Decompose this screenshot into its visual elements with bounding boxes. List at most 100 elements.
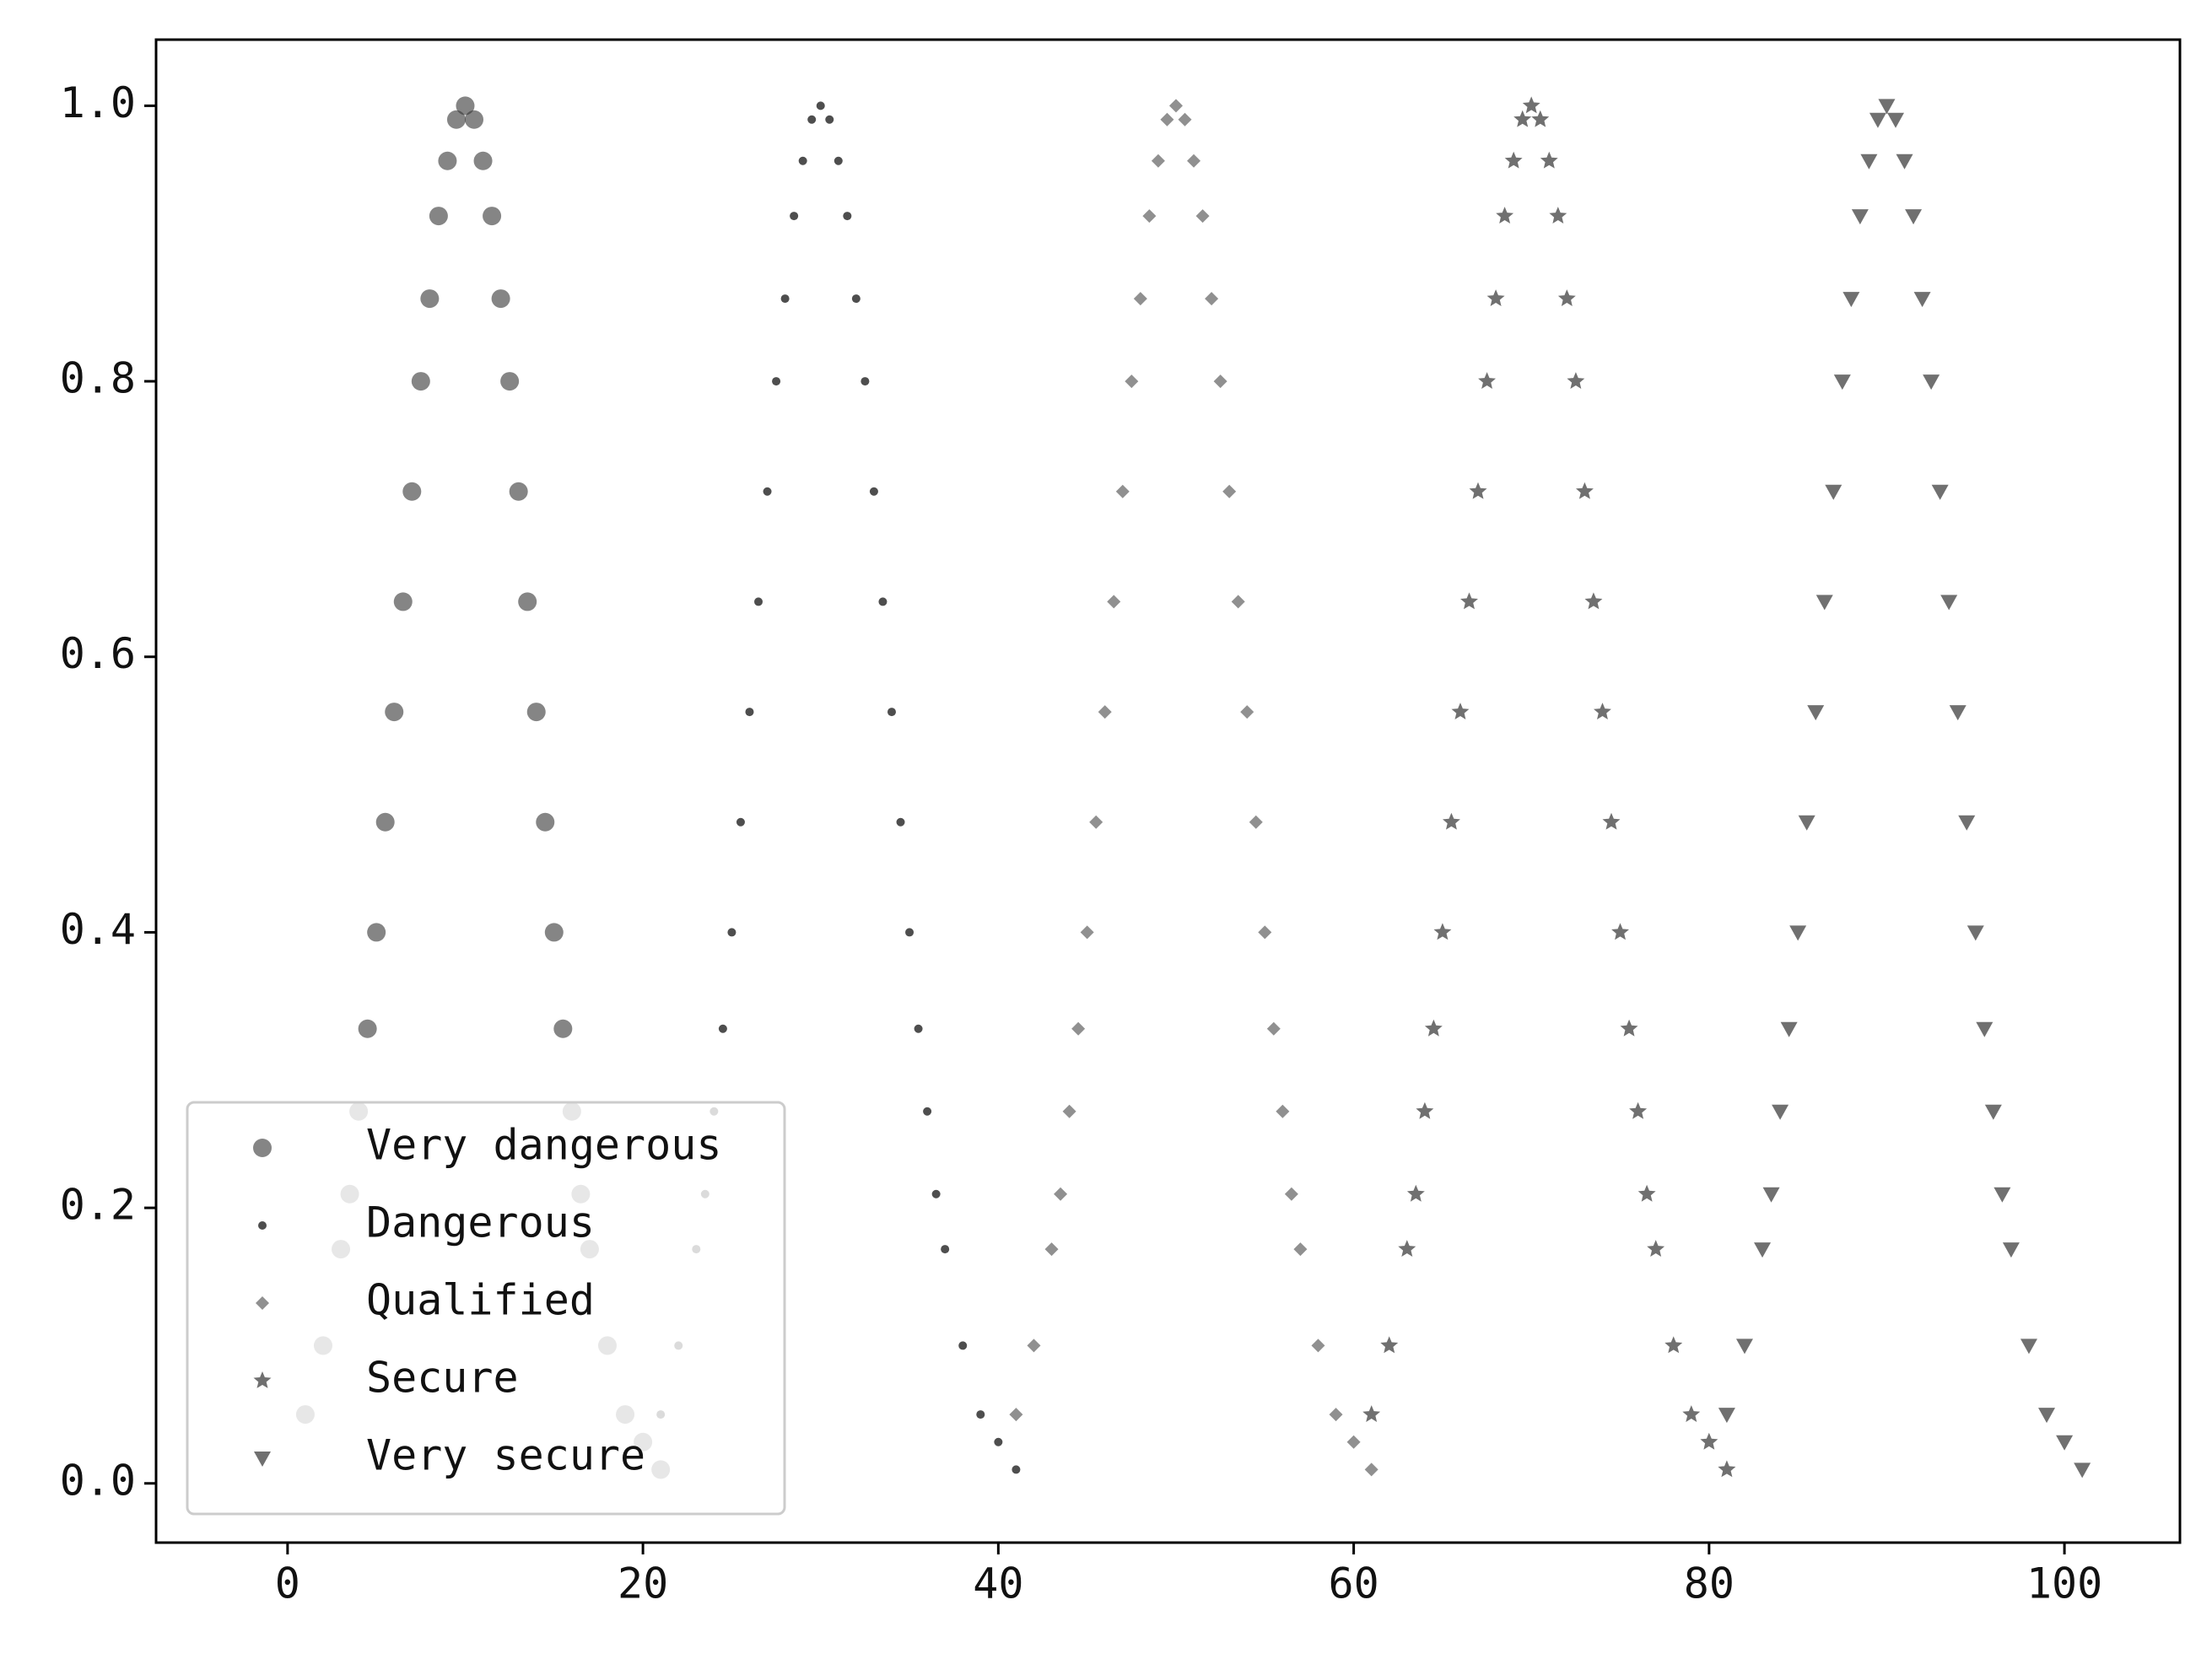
scatter-point	[375, 812, 395, 832]
scatter-point	[1949, 705, 1967, 721]
scatter-point	[807, 115, 817, 124]
scatter-point	[727, 928, 736, 937]
scatter-point	[1012, 1465, 1021, 1474]
scatter-point	[411, 372, 430, 391]
scatter-point	[1682, 1405, 1701, 1422]
scatter-point	[536, 812, 555, 832]
scatter-point	[1735, 1339, 1753, 1355]
scatter-point	[1276, 1104, 1290, 1118]
scatter-point	[1576, 482, 1594, 499]
scatter-point	[1195, 209, 1210, 224]
scatter-point	[718, 1024, 727, 1033]
scatter-point	[914, 1024, 923, 1033]
scatter-point	[1602, 812, 1621, 830]
scatter-point	[878, 597, 887, 606]
scatter-point	[1637, 1184, 1656, 1202]
scatter-point	[861, 377, 870, 386]
scatter-point	[1913, 292, 1931, 308]
scatter-point	[1364, 1462, 1378, 1477]
scatter-point	[1504, 151, 1523, 169]
scatter-point	[1664, 1336, 1683, 1354]
scatter-point	[1346, 1435, 1361, 1449]
scatter-point	[1240, 705, 1254, 719]
scatter-point	[1940, 595, 1958, 611]
scatter-point	[1772, 1104, 1789, 1120]
axes-frame	[154, 38, 2182, 1544]
scatter-point	[1478, 372, 1496, 389]
scatter-point	[1469, 482, 1487, 499]
scatter-point	[843, 212, 852, 221]
y-tick-label: 0.8	[60, 354, 136, 403]
scatter-point	[1168, 99, 1183, 113]
scatter-point	[438, 151, 457, 170]
scatter-point	[1187, 154, 1201, 168]
scatter-point	[1718, 1408, 1735, 1424]
scatter-point	[1567, 372, 1585, 389]
scatter-point	[1931, 484, 1949, 500]
scatter-point	[1594, 703, 1611, 719]
scatter-point	[1762, 1187, 1780, 1203]
scatter-point	[1089, 815, 1103, 829]
scatter-point	[1380, 1336, 1399, 1354]
y-tick-label: 0.2	[60, 1181, 136, 1230]
x-tick-label: 0	[275, 1559, 300, 1608]
scatter-point	[1213, 374, 1227, 389]
legend-marker	[254, 1452, 271, 1467]
scatter-point	[1133, 292, 1147, 306]
scatter-point	[1993, 1187, 2011, 1203]
scatter-point	[851, 294, 861, 304]
legend-label: Dangerous	[366, 1198, 595, 1247]
scatter-point	[825, 115, 834, 124]
scatter-point	[1329, 1408, 1343, 1422]
x-tick-label: 20	[618, 1559, 668, 1608]
scatter-point	[931, 1189, 941, 1198]
scatter-point	[491, 289, 510, 309]
scatter-point	[1266, 1021, 1281, 1036]
scatter-point	[1923, 374, 1940, 391]
scatter-point	[1789, 925, 1807, 941]
scatter-point	[1557, 289, 1576, 306]
scatter-point	[1178, 112, 1192, 127]
scatter-point	[1062, 1104, 1076, 1118]
scatter-point	[1398, 1240, 1416, 1257]
scatter-point	[473, 151, 493, 170]
scatter-point	[1205, 292, 1219, 306]
scatter-point	[1878, 99, 1896, 115]
scatter-point	[1531, 110, 1550, 127]
scatter-point	[1027, 1339, 1041, 1353]
scatter-point	[367, 923, 386, 942]
scatter-point	[1887, 112, 1905, 128]
scatter-point	[994, 1437, 1003, 1446]
legend-label: Very dangerous	[366, 1121, 721, 1170]
scatter-point	[509, 482, 528, 501]
scatter-point	[385, 703, 404, 722]
scatter-point	[1460, 592, 1478, 610]
scatter-point	[1098, 705, 1112, 719]
scatter-point	[1984, 1104, 2002, 1120]
scatter-point	[553, 1019, 573, 1038]
scatter-point	[446, 110, 466, 129]
y-tick-label: 0.4	[60, 905, 136, 954]
scatter-point	[896, 817, 905, 827]
scatter-point	[1807, 705, 1825, 721]
scatter-point	[1905, 209, 1923, 225]
legend: Very dangerous Dangerous Qualified Secure Ve…	[186, 1101, 786, 1516]
scatter-point	[1451, 703, 1470, 719]
scatter-point	[1958, 815, 1976, 831]
scatter-point	[2038, 1408, 2056, 1424]
scatter-point	[1362, 1405, 1381, 1422]
legend-label: Secure	[366, 1354, 519, 1403]
scatter-point	[1416, 1102, 1434, 1119]
scatter-point	[745, 708, 754, 717]
scatter-point	[1311, 1339, 1325, 1353]
scatter-point	[780, 294, 790, 304]
scatter-point	[887, 708, 896, 717]
scatter-point	[1718, 1460, 1736, 1478]
scatter-point	[1976, 1021, 1993, 1037]
scatter-point	[1522, 96, 1540, 114]
scatter-point	[1647, 1240, 1665, 1257]
scatter-point	[518, 592, 537, 611]
scatter-point	[1054, 1187, 1068, 1201]
scatter-point	[1851, 209, 1869, 225]
scatter-point	[1629, 1102, 1648, 1119]
